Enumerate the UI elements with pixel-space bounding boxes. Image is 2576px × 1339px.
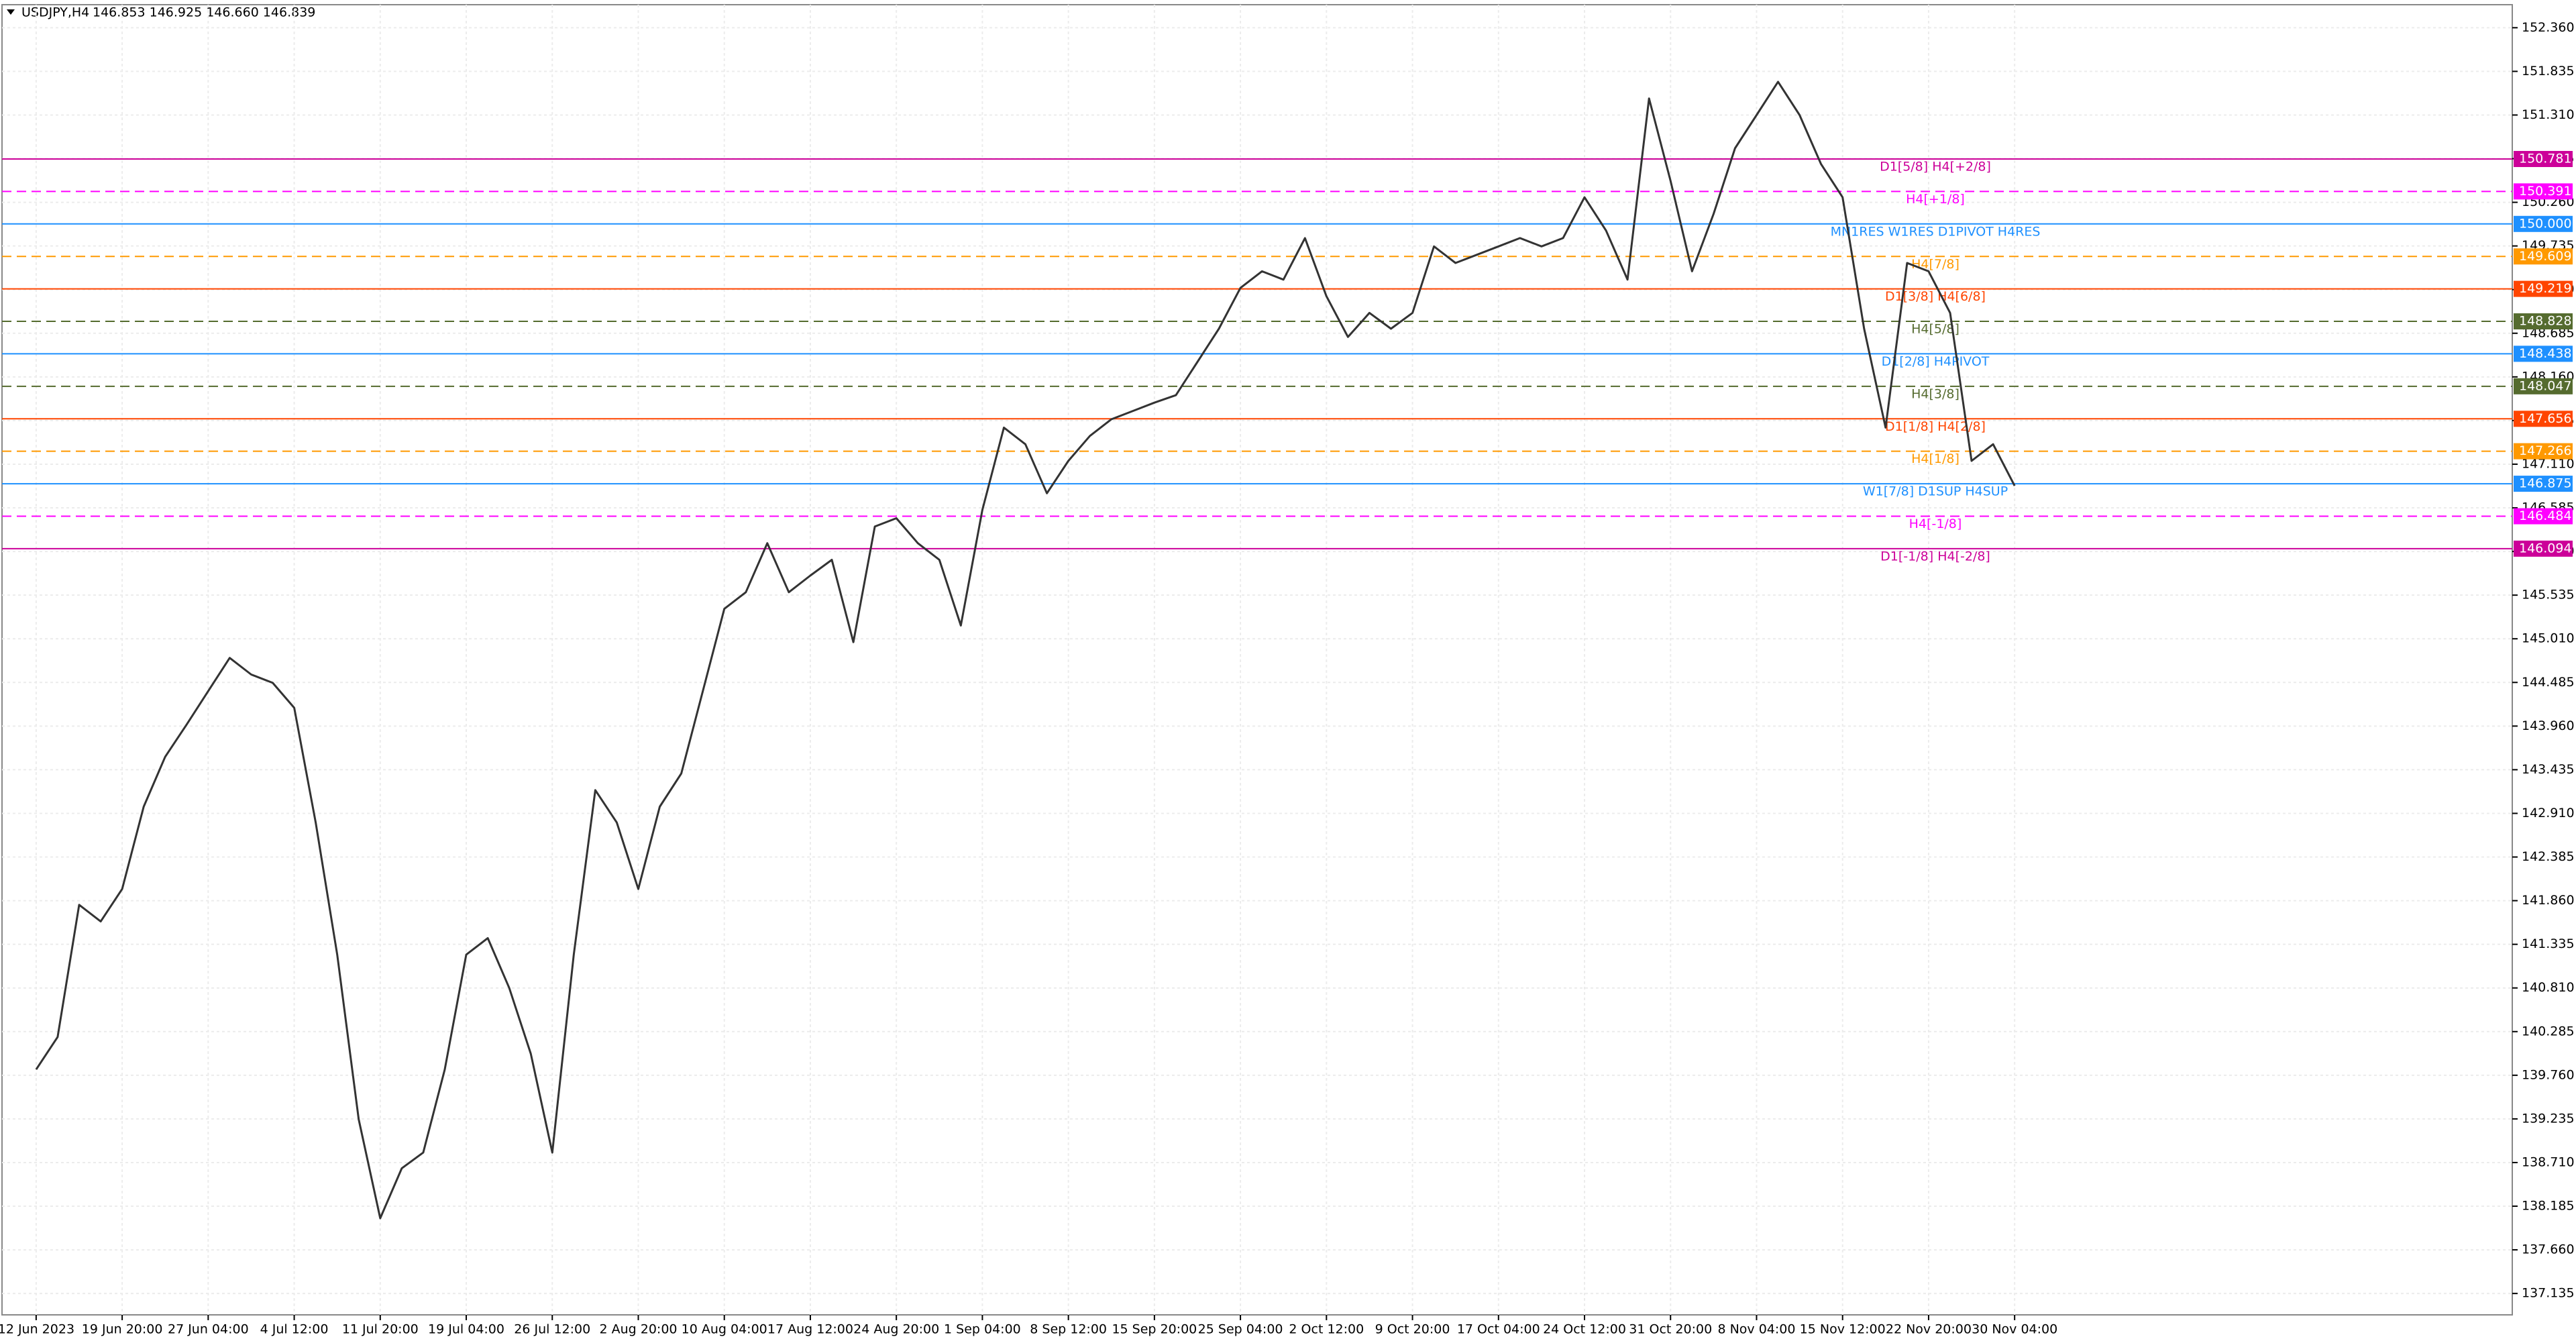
- y-tick-label: 152.360: [2522, 20, 2575, 35]
- x-tick-label: 12 Jun 2023: [0, 1322, 74, 1337]
- y-tick-label: 138.710: [2522, 1155, 2575, 1169]
- y-tick-label: 151.310: [2522, 107, 2575, 122]
- y-tick-label: 137.135: [2522, 1286, 2575, 1301]
- y-tick-label: 140.285: [2522, 1024, 2575, 1038]
- x-tick-label: 31 Oct 20:00: [1629, 1322, 1712, 1337]
- price-tag: [2514, 476, 2573, 492]
- x-tick-label: 2 Aug 20:00: [599, 1322, 677, 1337]
- price-tag: [2514, 443, 2573, 460]
- price-tag-label: 146.094: [2519, 541, 2572, 555]
- x-tick-label: 24 Aug 20:00: [853, 1322, 939, 1337]
- level-label: D1[2/8] H4PIVOT: [1882, 354, 1990, 369]
- y-tick-label: 140.810: [2522, 980, 2575, 995]
- x-tick-label: 27 Jun 04:00: [168, 1322, 249, 1337]
- x-tick-label: 24 Oct 12:00: [1543, 1322, 1626, 1337]
- price-tag-label: 150.391: [2519, 184, 2572, 199]
- x-tick-label: 15 Nov 12:00: [1800, 1322, 1886, 1337]
- symbol-title: USDJPY,H4: [21, 5, 89, 20]
- price-tag-label: 150.781: [2519, 152, 2572, 166]
- level-label: H4[7/8]: [1911, 257, 1960, 272]
- price-tag-label: 148.828: [2519, 314, 2572, 329]
- x-tick-label: 17 Aug 12:00: [767, 1322, 853, 1337]
- y-tick-label: 141.860: [2522, 893, 2575, 908]
- price-tag-label: 146.875: [2519, 476, 2572, 491]
- price-tag-label: 148.438: [2519, 346, 2572, 361]
- price-tag: [2514, 151, 2573, 168]
- price-tag-label: 149.609: [2519, 249, 2572, 264]
- level-label: D1[1/8] H4[2/8]: [1885, 419, 1986, 434]
- y-tick-label: 147.110: [2522, 456, 2575, 471]
- y-tick-label: 143.435: [2522, 762, 2575, 777]
- x-tick-label: 26 Jul 12:00: [514, 1322, 590, 1337]
- price-tag: [2514, 540, 2573, 557]
- x-tick-label: 30 Nov 04:00: [1972, 1322, 2057, 1337]
- x-tick-label: 19 Jul 04:00: [428, 1322, 504, 1337]
- x-tick-label: 19 Jun 20:00: [82, 1322, 163, 1337]
- y-tick-label: 139.235: [2522, 1111, 2575, 1126]
- price-tag: [2514, 313, 2573, 330]
- x-tick-label: 8 Nov 04:00: [1717, 1322, 1795, 1337]
- price-tag-label: 150.000: [2519, 216, 2572, 231]
- price-tag-label: 149.219: [2519, 281, 2572, 296]
- y-tick-label: 139.760: [2522, 1067, 2575, 1082]
- price-tag: [2514, 345, 2573, 362]
- level-label: H4[-1/8]: [1909, 517, 1962, 531]
- level-label: H4[5/8]: [1911, 322, 1960, 337]
- x-tick-label: 17 Oct 04:00: [1457, 1322, 1540, 1337]
- price-tag-label: 147.266: [2519, 443, 2572, 458]
- y-tick-label: 138.185: [2522, 1199, 2575, 1214]
- y-tick-label: 145.010: [2522, 631, 2575, 646]
- y-tick-label: 142.910: [2522, 806, 2575, 820]
- x-tick-label: 10 Aug 04:00: [682, 1322, 767, 1337]
- level-label: H4[3/8]: [1911, 386, 1960, 401]
- y-tick-label: 142.385: [2522, 849, 2575, 864]
- level-label: D1[5/8] H4[+2/8]: [1880, 160, 1991, 174]
- x-tick-label: 8 Sep 12:00: [1030, 1322, 1107, 1337]
- x-tick-label: 4 Jul 12:00: [260, 1322, 329, 1337]
- level-label: W1[7/8] D1SUP H4SUP: [1863, 484, 2008, 499]
- level-label: D1[-1/8] H4[-2/8]: [1880, 549, 1990, 564]
- x-tick-label: 1 Sep 04:00: [944, 1322, 1021, 1337]
- price-tag: [2514, 508, 2573, 525]
- x-tick-label: 2 Oct 12:00: [1289, 1322, 1364, 1337]
- y-tick-label: 144.485: [2522, 675, 2575, 690]
- price-tag: [2514, 183, 2573, 200]
- ohlc-values: 146.853 146.925 146.660 146.839: [93, 5, 315, 20]
- price-tag-label: 146.484: [2519, 508, 2572, 523]
- menu-arrow[interactable]: [7, 9, 15, 15]
- level-label: MN1RES W1RES D1PIVOT H4RES: [1831, 224, 2041, 239]
- price-tag: [2514, 378, 2573, 394]
- x-tick-label: 15 Sep 20:00: [1112, 1322, 1197, 1337]
- price-tag: [2514, 248, 2573, 265]
- price-tag-label: 148.047: [2519, 378, 2572, 393]
- x-tick-label: 25 Sep 04:00: [1198, 1322, 1283, 1337]
- plot-frame: [1, 4, 2513, 1316]
- y-tick-label: 137.660: [2522, 1242, 2575, 1257]
- price-tag: [2514, 280, 2573, 297]
- price-tag-label: 147.656: [2519, 411, 2572, 426]
- y-tick-label: 145.535: [2522, 588, 2575, 602]
- level-label: H4[1/8]: [1911, 451, 1960, 466]
- level-label: H4[+1/8]: [1906, 192, 1965, 207]
- level-label: D1[3/8] H4[6/8]: [1885, 289, 1986, 304]
- x-tick-label: 22 Nov 20:00: [1886, 1322, 1972, 1337]
- price-tag: [2514, 411, 2573, 427]
- y-tick-label: 141.335: [2522, 936, 2575, 951]
- price-tag: [2514, 215, 2573, 232]
- y-tick-label: 151.835: [2522, 64, 2575, 78]
- y-tick-label: 143.960: [2522, 718, 2575, 733]
- price-line: [35, 81, 2016, 1220]
- x-tick-label: 9 Oct 20:00: [1375, 1322, 1450, 1337]
- x-tick-label: 11 Jul 20:00: [342, 1322, 419, 1337]
